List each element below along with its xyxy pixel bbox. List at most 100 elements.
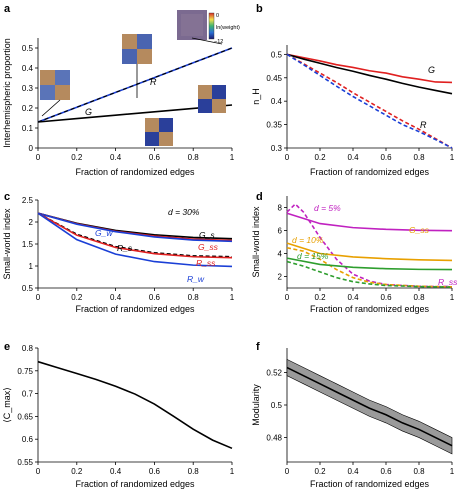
matrix-inset-g-half [145, 118, 173, 146]
colorbar-title: ln(weight) [216, 25, 240, 31]
x-tick-label: 0.8 [188, 153, 200, 162]
colorbar [208, 12, 215, 40]
series-line [286, 246, 453, 288]
series-line [286, 257, 453, 271]
panel-d: 0 0.2 0.4 0.6 0.8 1 2 4 6 8 Fraction of randomized… [251, 196, 458, 314]
panel-letter-d: d [256, 191, 263, 203]
x-tick-label: 0 [36, 467, 41, 476]
density-annotation: d = 30% [168, 207, 200, 217]
series-annotation: G_ss [198, 242, 219, 252]
colorbar-top-label: 0 [216, 13, 219, 19]
series-line [286, 260, 453, 288]
x-axis-label: Fraction of randomized edges [75, 304, 195, 314]
panel-e: 0 0.2 0.4 0.6 0.8 1 0.55 0.6 0.65 0.7 0.75 0.8 Fract… [2, 344, 235, 489]
panel-letter-c: c [4, 191, 10, 203]
y-tick-label: 0.4 [271, 97, 283, 106]
x-tick-label: 0.8 [413, 293, 425, 302]
x-tick-label: 0.6 [380, 467, 392, 476]
y-tick-label: 2 [29, 218, 34, 227]
y-tick-label: 0.55 [17, 458, 33, 467]
series-annotation: G [428, 65, 435, 75]
x-tick-label: 0.8 [413, 467, 425, 476]
y-axis-label: Modularity [251, 384, 261, 426]
x-tick-label: 0.4 [347, 153, 359, 162]
x-tick-label: 1 [230, 293, 235, 302]
y-tick-label: 0.45 [266, 74, 282, 83]
y-tick-label: 0.5 [22, 44, 34, 53]
y-tick-label: 0.5 [22, 284, 34, 293]
x-tick-label: 0 [36, 153, 41, 162]
x-axis-label: Fraction of randomized edges [75, 479, 195, 489]
series-line [37, 212, 233, 268]
x-tick-label: 0.8 [188, 467, 200, 476]
series-line [37, 212, 233, 258]
y-tick-label: 0 [29, 144, 34, 153]
y-tick-label: 0.65 [17, 412, 33, 421]
y-tick-label: 0.3 [22, 84, 34, 93]
matrix-insets: 0 ln(weight) −12 [40, 10, 240, 146]
matrix-inset-half [122, 34, 152, 64]
series-annotation: G_w [95, 228, 113, 238]
y-tick-label: 0.4 [22, 64, 34, 73]
inset-arrow-3 [191, 37, 223, 45]
y-tick-label: 0.6 [22, 435, 34, 444]
series-line [286, 53, 453, 95]
chart-panels: 0 0.2 0.4 0.6 0.8 1 0 0.1 0.2 0.3 0.4 0.5 Fraction o… [2, 38, 458, 489]
panel-letter-b: b [256, 3, 263, 15]
series-line [37, 360, 233, 450]
x-tick-label: 0.4 [110, 153, 122, 162]
x-tick-label: 0.6 [149, 467, 161, 476]
y-axis-label: Small-world index [2, 208, 12, 280]
x-axis-label: Fraction of randomized edges [310, 479, 430, 489]
x-tick-label: 0 [36, 293, 41, 302]
panel-letter-e: e [4, 341, 10, 353]
x-tick-label: 0.4 [347, 467, 359, 476]
y-tick-label: 0.75 [17, 367, 33, 376]
y-tick-label: 0.3 [271, 144, 283, 153]
x-axis-label: Fraction of randomized edges [310, 167, 430, 177]
series-line [286, 242, 453, 262]
x-tick-label: 0.4 [110, 467, 122, 476]
panel-f: 0 0.2 0.4 0.6 0.8 1 0.48 0.5 0.52 Fraction of ran… [251, 348, 455, 489]
series-line [286, 212, 453, 232]
x-tick-label: 0.2 [314, 153, 326, 162]
y-tick-label: 2.5 [22, 196, 34, 205]
panel-c: 0 0.2 0.4 0.6 0.8 1 0.5 1 1.5 2 2.5 Fraction of ran… [2, 196, 235, 314]
series-line [286, 53, 453, 149]
series-annotation: d = 10% [292, 235, 324, 245]
y-tick-label: 2 [278, 273, 283, 282]
x-tick-label: 0.8 [188, 293, 200, 302]
series-annotation: R_w [187, 274, 205, 284]
x-tick-label: 1 [450, 467, 455, 476]
matrix-inset-g-end [198, 85, 226, 113]
series-line [286, 53, 453, 84]
series-annotation: d = 15% [297, 251, 329, 261]
series-line [286, 366, 453, 447]
x-tick-label: 0.6 [149, 153, 161, 162]
series-annotation: G [85, 107, 92, 117]
series-annotation: R_ss [196, 258, 216, 268]
series-annotation: d = 5% [314, 203, 341, 213]
y-tick-label: 0.5 [271, 50, 283, 59]
x-tick-label: 1 [450, 293, 455, 302]
y-axis-label: n_H [251, 88, 261, 105]
x-tick-label: 1 [230, 153, 235, 162]
series-line [37, 212, 233, 243]
x-tick-label: 0.2 [314, 293, 326, 302]
y-tick-label: 0.1 [22, 124, 34, 133]
y-tick-label: 0.2 [22, 104, 34, 113]
y-axis-label: Small-world index [251, 206, 261, 278]
x-tick-label: 0.8 [413, 153, 425, 162]
series-annotation: R [150, 77, 157, 87]
colorbar-bottom-label: −12 [214, 39, 223, 45]
panel-letter-f: f [256, 341, 260, 353]
series-line [37, 212, 233, 259]
y-tick-label: 0.35 [266, 121, 282, 130]
series-annotation: R_s [117, 243, 133, 253]
panel-b: 0 0.2 0.4 0.6 0.8 1 0.3 0.35 0.4 0.45 0.5 Fraction … [251, 45, 455, 177]
series-line [286, 53, 453, 149]
x-tick-label: 1 [450, 153, 455, 162]
y-tick-label: 0.48 [266, 434, 282, 443]
panel-a: 0 0.2 0.4 0.6 0.8 1 0 0.1 0.2 0.3 0.4 0.5 Fraction o… [2, 38, 235, 177]
series-band [286, 358, 453, 455]
